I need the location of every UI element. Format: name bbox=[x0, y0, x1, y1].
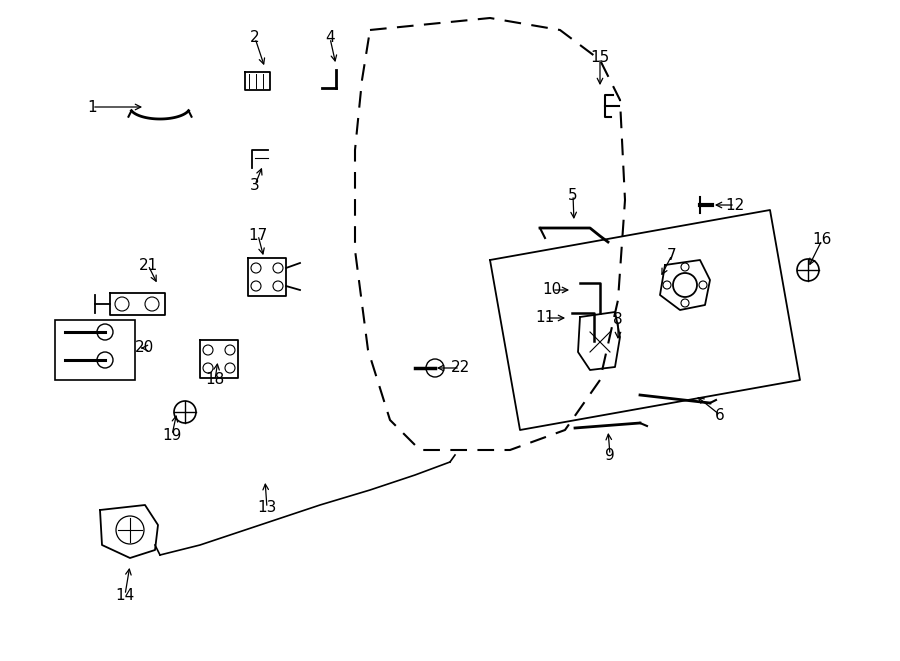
Text: 4: 4 bbox=[325, 30, 335, 46]
Text: 18: 18 bbox=[205, 373, 225, 387]
Text: 10: 10 bbox=[543, 282, 562, 297]
Text: 17: 17 bbox=[248, 227, 267, 243]
Text: 9: 9 bbox=[605, 447, 615, 463]
Text: 16: 16 bbox=[813, 233, 832, 247]
Bar bbox=[55, 320, 135, 380]
Text: 15: 15 bbox=[590, 50, 609, 65]
Text: 14: 14 bbox=[115, 588, 135, 602]
Text: 5: 5 bbox=[568, 188, 578, 202]
Text: 7: 7 bbox=[667, 247, 677, 262]
Text: 6: 6 bbox=[716, 407, 724, 422]
Text: 2: 2 bbox=[250, 30, 260, 46]
Text: 11: 11 bbox=[536, 311, 554, 325]
Text: 21: 21 bbox=[139, 258, 158, 272]
Text: 12: 12 bbox=[725, 198, 744, 212]
Text: 1: 1 bbox=[87, 100, 97, 114]
Text: 20: 20 bbox=[135, 340, 155, 356]
Text: 8: 8 bbox=[613, 313, 623, 327]
Text: 19: 19 bbox=[162, 428, 182, 442]
Text: 13: 13 bbox=[257, 500, 276, 516]
Text: 3: 3 bbox=[250, 178, 260, 192]
Text: 22: 22 bbox=[450, 360, 470, 375]
